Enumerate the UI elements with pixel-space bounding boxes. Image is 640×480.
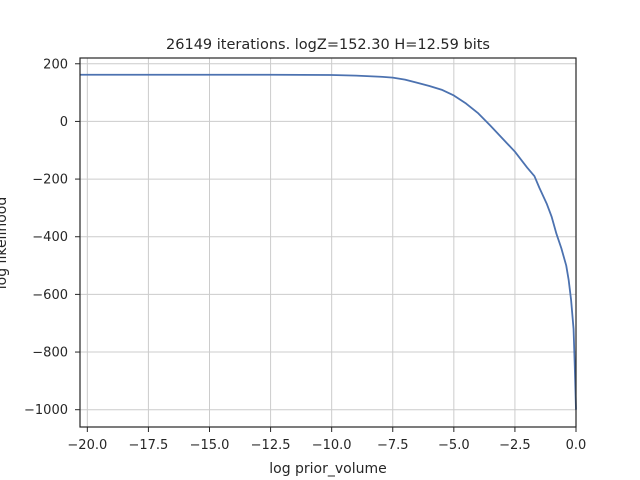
x-tick-label: −7.5: [377, 438, 409, 453]
series-layer: [80, 73, 577, 410]
y-tick-label: −1000: [24, 403, 68, 418]
y-tick-label: −600: [32, 288, 68, 303]
x-tick-label: −10.0: [312, 438, 352, 453]
x-tick-label: −12.5: [251, 438, 291, 453]
x-tick-label: −2.5: [499, 438, 531, 453]
x-tick-label: 0.0: [566, 438, 587, 453]
x-tick-label: −20.0: [67, 438, 107, 453]
y-tick-label: −200: [32, 173, 68, 188]
y-axis-label: log likelihood: [0, 197, 10, 289]
series-line: [80, 73, 577, 410]
chart-title: 26149 iterations. logZ=152.30 H=12.59 bi…: [166, 37, 490, 53]
y-tick-label: −800: [32, 346, 68, 361]
x-axis-label: log prior_volume: [269, 461, 387, 477]
x-tick-label: −17.5: [128, 438, 168, 453]
y-tick-label: −400: [32, 230, 68, 245]
grid-layer: [80, 58, 577, 427]
plot-frame: [79, 57, 577, 428]
x-tick-label: −15.0: [190, 438, 230, 453]
y-tick-label: 200: [43, 57, 68, 72]
tick-layer: −20.0 −17.5 −15.0 −12.5 −10.0 −7.5 −5.0 −2.5 0.0…: [24, 57, 586, 453]
y-tick-label: 0: [60, 115, 68, 130]
x-tick-label: −5.0: [438, 438, 470, 453]
